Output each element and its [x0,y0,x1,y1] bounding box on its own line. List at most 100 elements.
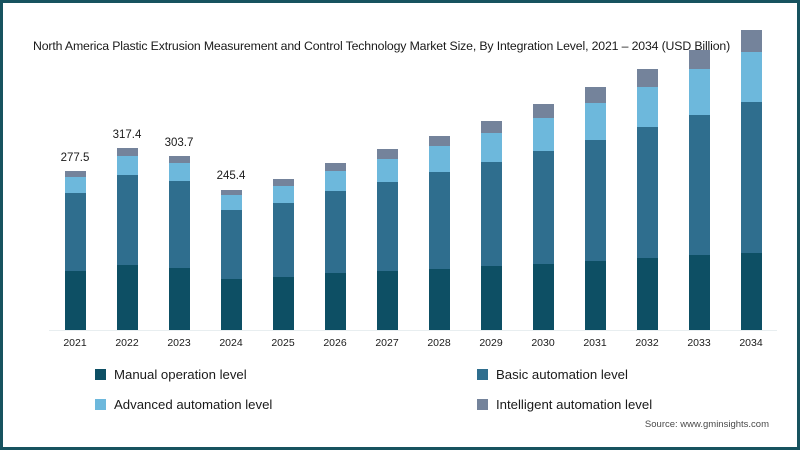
bar-segment [480,120,502,133]
bar-segment [324,162,346,171]
x-tick-2030: 2030 [531,337,555,349]
stacked-bar [168,155,190,331]
stacked-bar [324,162,346,331]
legend-item[interactable]: Advanced automation level [95,397,272,412]
bar-segment [584,87,606,103]
legend-swatch-icon [95,399,106,410]
x-axis-baseline [49,330,777,331]
x-tick-2027: 2027 [375,337,399,349]
legend-label: Manual operation level [114,367,247,382]
bar-segment [428,172,450,269]
bar-value-label: 317.4 [112,128,142,141]
bar-segment [220,195,242,211]
source-note: Source: www.gminsights.com [644,419,769,430]
bar-value-label: 245.4 [216,170,246,183]
bar-segment [220,210,242,280]
legend-label: Basic automation level [496,367,628,382]
bar-segment [688,69,710,115]
bar-segment [480,132,502,163]
bar-segment [168,267,190,331]
bar-segment [64,271,86,331]
bar-segment [636,69,658,87]
bar-segment [376,158,398,182]
bar-segment [324,190,346,274]
bar-group [688,49,710,331]
legend-item[interactable]: Intelligent automation level [477,397,652,412]
bar-segment [116,155,138,175]
bar-segment [532,263,554,331]
bar-group [532,83,554,331]
bar-segment [272,185,294,203]
chart-legend: Manual operation level Basic automation l… [95,367,735,419]
bar-segment [636,86,658,128]
bar-group: 245.4 [217,83,245,331]
bar-segment [688,114,710,256]
x-tick-2021: 2021 [63,337,87,349]
stacked-bar [272,178,294,331]
bar-value-label: 277.5 [60,151,90,164]
bar-segment [64,177,86,193]
bar-segment [220,279,242,331]
stacked-bar [480,120,502,331]
bar-group [480,83,502,331]
legend-label: Advanced automation level [114,397,273,412]
bar-segment [688,49,710,70]
bar-segment [740,51,762,103]
x-tick-2028: 2028 [427,337,451,349]
stacked-bar [584,87,606,331]
bar-segment [740,102,762,253]
bar-segment [532,150,554,264]
stacked-bar [636,69,658,331]
bar-segment [584,139,606,262]
bar-group [428,83,450,331]
bar-segment [428,136,450,147]
bar-group [584,83,606,331]
x-tick-2022: 2022 [115,337,139,349]
bar-segment [220,189,242,196]
bar-segment [116,174,138,265]
bar-group: 317.4 [113,83,141,331]
legend-swatch-icon [477,399,488,410]
bar-segment [64,171,86,178]
bar-group: 303.7 [165,83,193,331]
bar-segment [272,178,294,186]
bar-segment [376,271,398,331]
bar-segment [168,162,190,182]
x-tick-2034: 2034 [739,337,763,349]
legend-swatch-icon [477,369,488,380]
x-tick-2024: 2024 [219,337,243,349]
bar-segment [636,258,658,331]
x-tick-2029: 2029 [479,337,503,349]
stacked-bar [220,189,242,331]
bar-segment [272,202,294,277]
bar-group: 277.5 [61,83,89,331]
bar-group [636,69,658,331]
stacked-bar [376,149,398,331]
stacked-bar [428,136,450,331]
bar-group [324,83,346,331]
bar-segment [532,117,554,151]
bar-segment [480,162,502,267]
bar-segment [376,149,398,159]
legend-item[interactable]: Basic automation level [477,367,628,382]
bar-segment [428,146,450,173]
bar-segment [428,268,450,331]
bar-segment [740,29,762,52]
x-axis-tick-labels: 2021 2022 2023 2024 2025 2026 2027 2028 2029 2030… [49,337,777,353]
bar-segment [272,276,294,331]
bar-segment [64,192,86,272]
legend-label: Intelligent automation level [496,397,653,412]
plot-area: 277.5 317.4 303.7 245.4 [49,29,777,331]
stacked-bar [64,171,86,331]
bar-segment [168,181,190,268]
bar-group [272,83,294,331]
bar-segment [168,155,190,163]
x-tick-2025: 2025 [271,337,295,349]
bar-value-label: 303.7 [164,136,194,149]
stacked-bar [116,147,138,331]
legend-item[interactable]: Manual operation level [95,367,247,382]
stacked-bar [740,29,762,331]
bar-segment [740,252,762,331]
bar-segment [636,127,658,259]
